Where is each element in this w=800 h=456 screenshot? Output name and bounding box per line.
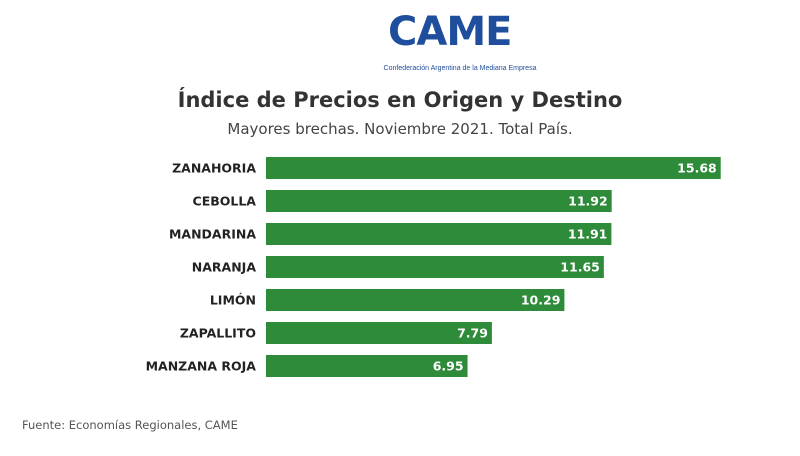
chart-subtitle: Mayores brechas. Noviembre 2021. Total P… [227,120,573,138]
logo-wordmark: CAME [388,9,512,55]
category-label-mandarina: MANDARINA [169,227,256,242]
category-label-limon: LIMÓN [210,293,256,308]
source-note: Fuente: Economías Regionales, CAME [22,418,238,432]
bar-manzana-roja [266,355,468,377]
bar-cebolla [266,190,612,212]
logo-subtitle: Confederación Argentina de la Mediana Em… [383,65,537,72]
value-label-zanahoria: 15.68 [677,161,717,176]
bar-naranja [266,256,604,278]
category-label-zanahoria: ZANAHORIA [172,161,256,176]
came-logo: CAME Confederación Argentina de la Media… [0,8,800,78]
value-label-limon: 10.29 [521,293,561,308]
category-label-zapallito: ZAPALLITO [180,326,256,341]
category-label-naranja: NARANJA [192,260,257,275]
bar-zanahoria [266,157,721,179]
bar-limon [266,289,565,311]
category-label-manzana-roja: MANZANA ROJA [146,359,257,374]
bar-zapallito [266,322,492,344]
bar-mandarina [266,223,612,245]
value-label-manzana-roja: 6.95 [433,359,464,374]
value-label-zapallito: 7.79 [457,326,488,341]
value-label-cebolla: 11.92 [568,194,608,209]
chart-title: Índice de Precios en Origen y Destino [177,88,623,112]
value-label-mandarina: 11.91 [568,227,608,242]
value-label-naranja: 11.65 [560,260,600,275]
category-label-cebolla: CEBOLLA [193,194,257,209]
